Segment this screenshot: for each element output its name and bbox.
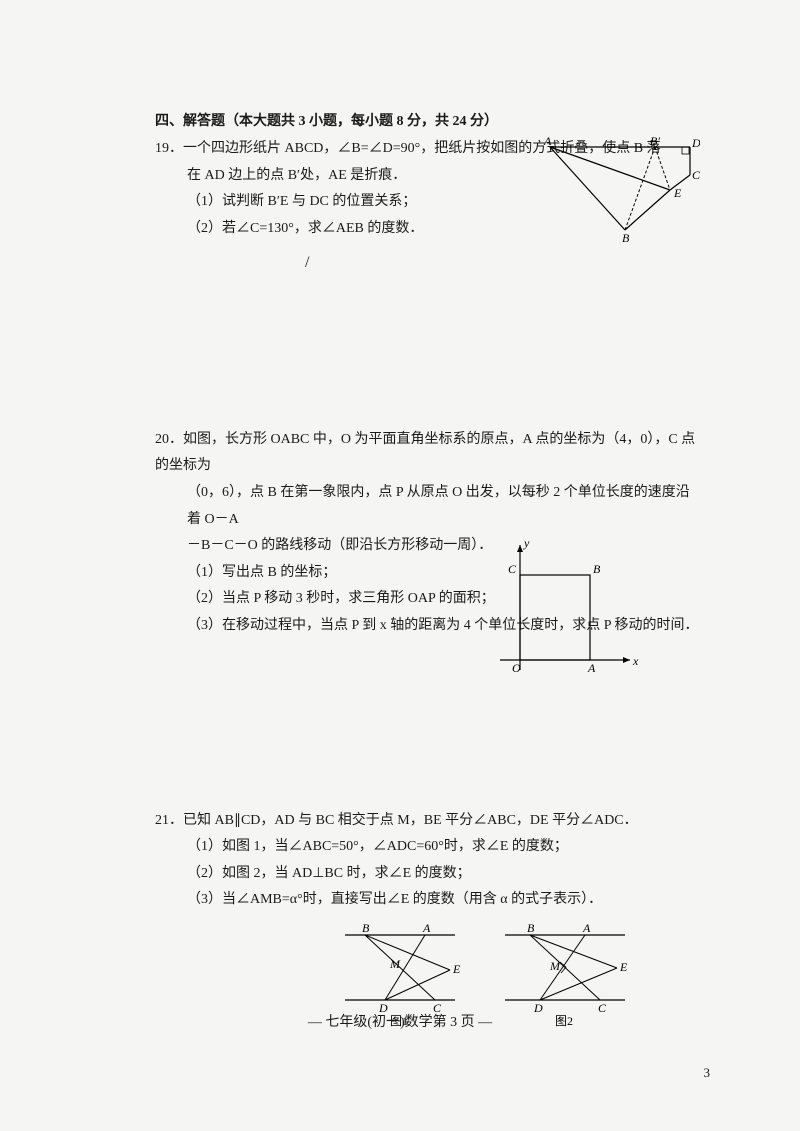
- svg-text:E: E: [452, 962, 461, 976]
- svg-text:M: M: [549, 959, 561, 973]
- q19-label-Bp: B′: [650, 135, 660, 148]
- q20-stem-line2: （0，6），点 B 在第一象限内，点 P 从原点 O 出发，以每秒 2 个单位长…: [155, 480, 700, 533]
- page-number: 3: [704, 1065, 711, 1081]
- q20-label-A: A: [587, 661, 596, 675]
- q20-figure: O A B C x y: [490, 535, 640, 685]
- svg-text:B: B: [362, 921, 370, 935]
- q21-part3: （3）当∠AMB=α°时，直接写出∠E 的度数（用含 α 的式子表示）．: [155, 887, 700, 914]
- q21-part2: （2）如图 2，当 AD⊥BC 时，求∠E 的度数；: [155, 861, 700, 888]
- q19-figure: A B′ D C E B: [540, 135, 700, 245]
- svg-text:A: A: [582, 921, 591, 935]
- page-footer: — 七年级(初一)数学第 3 页 —: [0, 1011, 800, 1031]
- q19-number: 19．: [155, 141, 183, 156]
- slash-mark: /: [305, 248, 700, 278]
- q19-label-D: D: [691, 136, 700, 150]
- question-21: 21．已知 AB∥CD，AD 与 BC 相交于点 M，BE 平分∠ABC，DE …: [155, 808, 700, 1041]
- q21-stem-line1: 已知 AB∥CD，AD 与 BC 相交于点 M，BE 平分∠ABC，DE 平分∠…: [183, 813, 638, 828]
- svg-text:E: E: [619, 960, 628, 974]
- q20-label-B: B: [593, 562, 601, 576]
- section-title: 四、解答题（本大题共 3 小题，每小题 8 分，共 24 分）: [155, 110, 700, 130]
- q20-number: 20．: [155, 432, 183, 447]
- svg-text:B: B: [527, 921, 535, 935]
- svg-text:A: A: [422, 921, 431, 935]
- q19-label-A: A: [543, 135, 552, 148]
- q19-label-E: E: [673, 186, 682, 200]
- q20-label-O: O: [512, 661, 521, 675]
- q21-part1: （1）如图 1，当∠ABC=50°，∠ADC=60°时，求∠E 的度数；: [155, 834, 700, 861]
- q19-label-B: B: [622, 231, 630, 245]
- q21-number: 21．: [155, 813, 183, 828]
- svg-text:M: M: [389, 957, 401, 971]
- q19-label-C: C: [692, 168, 700, 182]
- q20-label-x: x: [632, 654, 639, 668]
- q20-label-C: C: [508, 562, 517, 576]
- q20-stem-line1: 如图，长方形 OABC 中，O 为平面直角坐标系的原点，A 点的坐标为（4，0）…: [155, 432, 695, 474]
- q20-label-y: y: [523, 536, 530, 550]
